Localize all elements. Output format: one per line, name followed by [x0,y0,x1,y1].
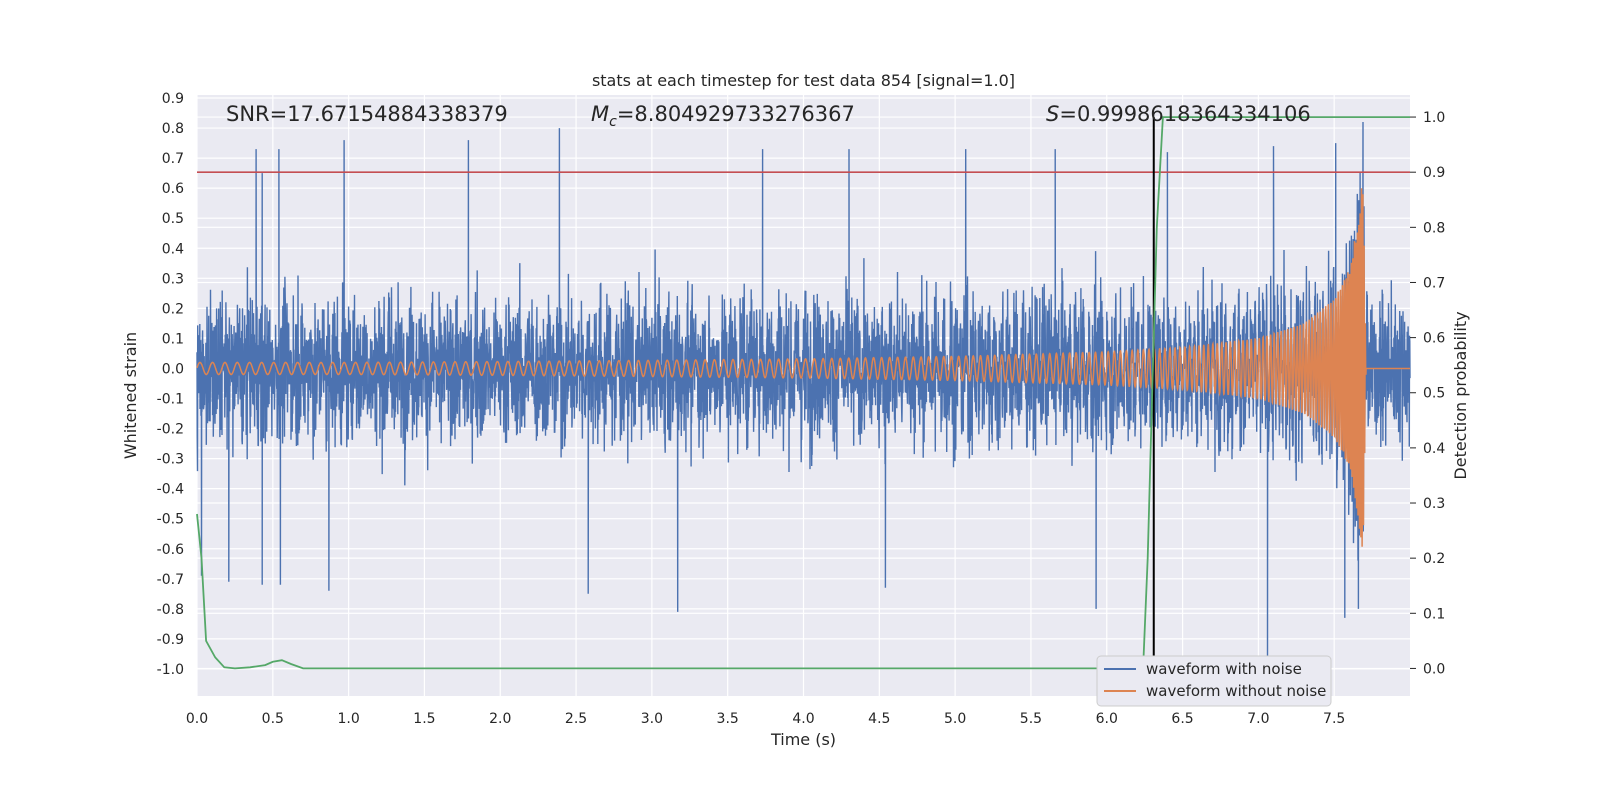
y-axis-right-label: Detection probability [1451,311,1470,479]
y-left-tick-label: 0.4 [162,241,184,257]
chart-title: stats at each timestep for test data 854… [592,71,1015,90]
y-left-tick-label: -0.3 [157,452,184,468]
y-right-tick-label: 0.0 [1423,661,1445,677]
legend-label-clean: waveform without noise [1146,682,1326,700]
x-tick-label: 0.0 [186,711,208,727]
x-tick-label: 5.0 [944,711,966,727]
y-left-tick-label: -0.7 [157,572,184,588]
y-right-tick-label: 0.3 [1423,496,1445,512]
y-left-tick-label: 0.3 [162,271,184,287]
data-layer [196,121,1411,676]
y-left-tick-label: -0.8 [157,602,184,618]
y-right-tick-label: 0.5 [1423,386,1445,402]
detection-score-value: =0.9998618364334106 [1059,102,1310,126]
y-left-tick-label: -0.4 [157,482,184,498]
x-tick-label: 4.5 [868,711,890,727]
y-left-tick-label: -0.6 [157,542,184,558]
y-left-tick-label: 0.7 [162,151,184,167]
x-tick-label: 7.5 [1323,711,1345,727]
detection-score-annotation: S=0.9998618364334106 [1046,102,1311,126]
y-left-tick-label: -0.1 [157,392,184,408]
axes-layer: 0.0 0.5 1.0 1.5 2.0 2.5 3.0 3.5 4.0 4.5 5.0 5.5 6.0 6… [157,91,1446,727]
y-right-tick-label: 0.7 [1423,275,1445,291]
y-right-tick-label: 0.1 [1423,606,1445,622]
legend-box [1096,655,1332,707]
y-right-tick-label: 0.4 [1423,441,1445,457]
y-right-tick-label: 0.9 [1423,165,1445,181]
x-tick-label: 7.0 [1247,711,1269,727]
legend: waveform with noise waveform without noi… [1096,655,1332,707]
y-right-tick-label: 0.2 [1423,551,1445,567]
series-detection-probability [196,116,1410,670]
y-left-tick-label: 0.2 [162,301,184,317]
y-left-tick-label: -0.5 [157,512,184,528]
detection-score-symbol: S [1046,102,1059,126]
y-left-tick-label: 0.1 [162,331,184,347]
legend-label-noisy: waveform with noise [1146,660,1302,678]
x-tick-label: 4.0 [792,711,814,727]
x-tick-label: 1.5 [413,711,435,727]
y-left-tick-label: 0.5 [162,211,184,227]
x-tick-label: 0.5 [262,711,284,727]
chirp-mass-subscript: c [609,114,617,130]
chirp-mass-annotation: Mc=8.804929733276367 [591,102,855,130]
x-tick-label: 3.5 [717,711,739,727]
y-left-tick-label: 0.6 [162,181,184,197]
y-left-tick-label: 0.8 [162,121,184,137]
x-tick-label: 6.0 [1096,711,1118,727]
snr-annotation: SNR=17.67154884338379 [226,102,508,126]
x-tick-label: 2.0 [489,711,511,727]
y-left-tick-label: -0.2 [157,422,184,438]
y-left-tick-label: 0.0 [162,361,184,377]
y-left-tick-label: 0.9 [162,91,184,107]
y-right-tick-label: 1.0 [1423,110,1445,126]
x-tick-label: 2.5 [565,711,587,727]
y-left-tick-label: -1.0 [157,662,184,678]
x-tick-label: 5.5 [1020,711,1042,727]
x-tick-label: 6.5 [1171,711,1193,727]
y-right-tick-label: 0.8 [1423,220,1445,236]
y-left-tick-label: -0.9 [157,632,184,648]
x-tick-label: 3.0 [641,711,663,727]
x-tick-label: 1.0 [337,711,359,727]
y-axis-left-label: Whitened strain [121,332,140,459]
x-axis-label: Time (s) [770,730,836,749]
y-right-tick-label: 0.6 [1423,331,1445,347]
series-waveform-without-noise [196,188,1410,547]
overlay-layer [196,116,1410,696]
chirp-mass-value: =8.804929733276367 [617,102,855,126]
chirp-mass-symbol: M [591,102,609,126]
